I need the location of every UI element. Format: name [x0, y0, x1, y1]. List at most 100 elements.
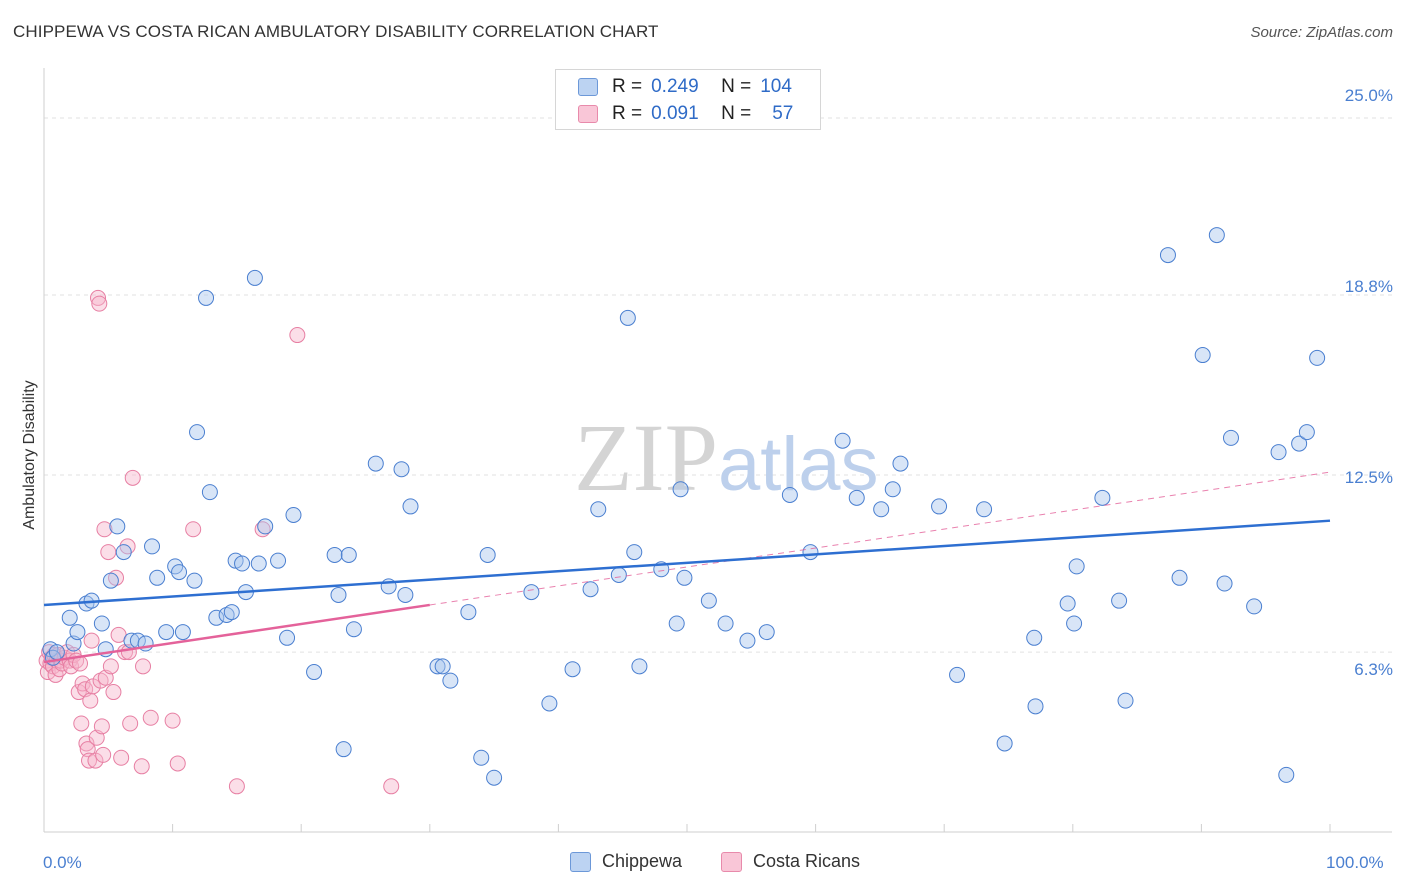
trend-lines	[43, 471, 1331, 664]
chippewa-point	[486, 769, 503, 786]
costa-ricans-point	[90, 289, 107, 306]
chippewa-point	[1298, 424, 1315, 441]
chippewa-point	[1111, 592, 1128, 609]
costa-ricans-point	[164, 712, 181, 729]
chippewa-point	[700, 592, 717, 609]
costa-ricans-point	[122, 715, 139, 732]
costa-ricans-point	[91, 295, 108, 312]
chippewa-point	[582, 581, 599, 598]
chippewa-swatch	[578, 78, 598, 96]
costa-ricans-point	[100, 544, 117, 561]
chippewa-point	[610, 566, 627, 583]
chippewa-point	[1291, 435, 1308, 452]
n-value: 57	[772, 103, 794, 124]
y-tick-label: 12.5%	[1344, 468, 1393, 487]
costa-ricans-point	[83, 632, 100, 649]
chippewa-point	[115, 544, 132, 561]
costa-ricans-point	[228, 778, 245, 795]
chippewa-point	[873, 501, 890, 518]
chippewa-point	[460, 604, 477, 621]
chippewa-point	[564, 661, 581, 678]
chippewa-point	[523, 584, 540, 601]
chippewa-point	[250, 555, 267, 572]
costa-ricans-point	[82, 692, 99, 709]
chippewa-point	[848, 489, 865, 506]
chippewa-point	[1068, 558, 1085, 575]
y-tick-label: 6.3%	[1354, 660, 1393, 679]
chippewa-point	[976, 501, 993, 518]
chippewa-point	[393, 461, 410, 478]
costa-ricans-point	[92, 672, 109, 689]
costa-ricans-point	[169, 755, 186, 772]
y-tick-label: 18.8%	[1344, 277, 1393, 296]
chippewa-point	[619, 309, 636, 326]
costa-ricans-point	[133, 758, 150, 775]
chippewa-point	[631, 658, 648, 675]
chippewa-point	[1171, 569, 1188, 586]
costa-ricans-point	[96, 521, 113, 538]
chippewa-point	[1027, 698, 1044, 715]
chippewa-point	[285, 506, 302, 523]
costa-ricans-point	[102, 658, 119, 675]
chippewa-point	[198, 289, 215, 306]
chippewa-point	[218, 606, 235, 623]
gridlines	[44, 117, 1392, 653]
x-tick-label: 0.0%	[43, 853, 82, 872]
chippewa-point	[802, 544, 819, 561]
costa-ricans-point	[135, 658, 152, 675]
chippewa-point	[996, 735, 1013, 752]
chippewa-point	[676, 569, 693, 586]
chippewa-point	[93, 615, 110, 632]
n-value: 104	[760, 76, 792, 97]
chippewa-point	[1309, 349, 1326, 366]
chippewa-point	[367, 455, 384, 472]
r-value: 0.249	[651, 76, 699, 97]
chippewa-point	[149, 569, 166, 586]
costa-ricans-point	[79, 741, 96, 758]
chippewa-point	[1216, 575, 1233, 592]
chippewa-point	[672, 481, 689, 498]
chippewa-point	[279, 629, 296, 646]
chippewa-point	[340, 546, 357, 563]
chippewa-point	[590, 501, 607, 518]
legend-label: Costa Ricans	[753, 851, 861, 871]
chippewa-trend-line	[43, 519, 1331, 607]
chippewa-point	[1094, 489, 1111, 506]
costa-ricans-point	[93, 718, 110, 735]
chart-title: CHIPPEWA VS COSTA RICAN AMBULATORY DISAB…	[13, 22, 659, 41]
costa-ricans-point	[289, 327, 306, 344]
x-tick-label: 100.0%	[1326, 853, 1384, 872]
chippewa-point	[626, 544, 643, 561]
chippewa-point	[1159, 247, 1176, 264]
costa-ricans-point	[142, 709, 159, 726]
chippewa-point	[1026, 629, 1043, 646]
chippewa-point	[246, 269, 263, 286]
source-label: Source: ZipAtlas.com	[1250, 24, 1393, 41]
r-label: R =	[612, 103, 643, 124]
chippewa-point	[1059, 595, 1076, 612]
costa-ricans-trend-dashed	[429, 471, 1331, 606]
chippewa-point	[479, 546, 496, 563]
chippewa-point	[48, 644, 65, 661]
chippewa-point	[884, 481, 901, 498]
chippewa-point	[144, 538, 161, 555]
watermark-zip: ZIP	[574, 404, 718, 511]
chippewa-point	[61, 609, 78, 626]
chippewa-point	[326, 546, 343, 563]
chippewa-point	[345, 621, 362, 638]
watermark: ZIP atlas	[574, 404, 879, 511]
chippewa-point	[781, 486, 798, 503]
chippewa-point	[402, 498, 419, 515]
chippewa-point	[473, 749, 490, 766]
costa-ricans-point	[105, 684, 122, 701]
chippewa-point	[189, 424, 206, 441]
legend-row-costa-ricans: R = 0.091 N = 57	[578, 103, 793, 125]
axes	[43, 68, 1392, 833]
chippewa-point	[668, 615, 685, 632]
chippewa-point	[442, 672, 459, 689]
chippewa-point	[434, 658, 451, 675]
chippewa-point	[270, 552, 287, 569]
chippewa-point	[208, 609, 225, 626]
costa-ricans-point	[185, 521, 202, 538]
chippewa-point	[834, 432, 851, 449]
